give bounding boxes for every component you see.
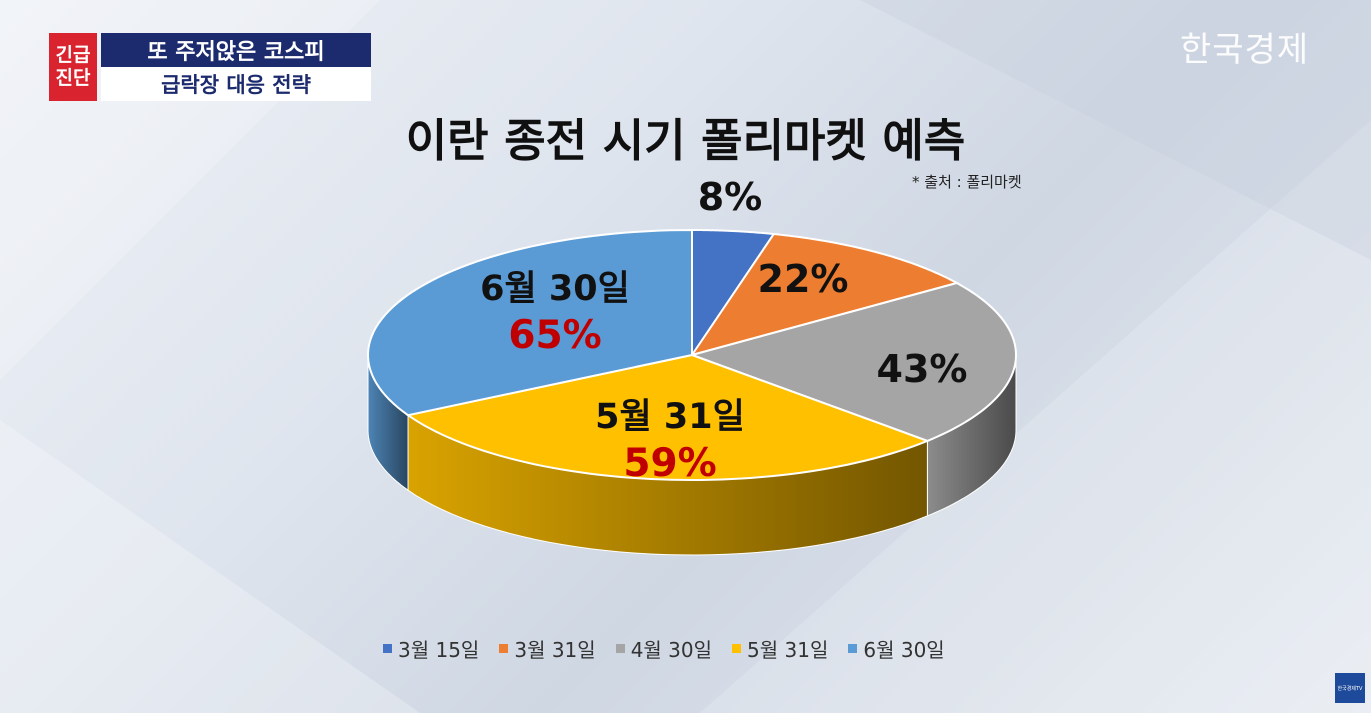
legend-item: 6월 30일 xyxy=(848,634,945,663)
badge-line2: 진단 xyxy=(55,67,91,89)
slice-title-4: 6월 30일 xyxy=(480,269,630,309)
broadcaster-logo: 한국경제 xyxy=(1180,30,1310,70)
slice-value-0: 8% xyxy=(698,175,763,219)
legend-label: 4월 30일 xyxy=(630,638,713,662)
legend-swatch xyxy=(732,644,742,653)
legend-item: 4월 30일 xyxy=(615,634,713,663)
chart-legend: 3월 15일 3월 31일 4월 30일 5월 31일 6월 30일 xyxy=(383,634,945,663)
headline-sub: 급락장 대응 전략 xyxy=(101,67,371,101)
badge-line1: 긴급 xyxy=(55,44,91,67)
headline-main: 또 주저앉은 코스피 xyxy=(101,33,371,67)
tv-logo: 한국경제TV xyxy=(1335,673,1365,703)
slice-value-1: 22% xyxy=(758,257,849,301)
pie-slice-4 xyxy=(367,228,693,417)
legend-swatch xyxy=(499,644,509,653)
pie-slice-1 xyxy=(689,232,960,357)
chart-title: 이란 종전 시기 폴리마켓 예측 xyxy=(405,114,966,167)
breaking-badge: 긴급 진단 xyxy=(49,33,97,101)
legend-item: 3월 15일 xyxy=(383,634,479,663)
legend-label: 3월 15일 xyxy=(398,638,480,662)
legend-item: 5월 31일 xyxy=(732,634,828,663)
slice-title-3: 5월 31일 xyxy=(595,397,745,437)
slice-value-4: 65% xyxy=(508,313,601,358)
slice-value-3: 59% xyxy=(623,441,716,486)
pie-slice-2 xyxy=(688,281,1018,442)
legend-swatch xyxy=(615,644,625,653)
news-headline: 또 주저앉은 코스피 급락장 대응 전략 xyxy=(101,33,371,101)
legend-item: 3월 31일 xyxy=(499,634,596,663)
legend-swatch xyxy=(383,644,392,653)
legend-label: 5월 31일 xyxy=(747,638,829,662)
legend-label: 3월 31일 xyxy=(514,638,596,662)
chart-source: * 출처 : 폴리마켓 xyxy=(912,173,1022,191)
pie-slice-3 xyxy=(405,353,931,482)
legend-label: 6월 30일 xyxy=(863,638,945,662)
slice-value-2: 43% xyxy=(877,347,968,391)
legend-swatch xyxy=(848,644,858,653)
